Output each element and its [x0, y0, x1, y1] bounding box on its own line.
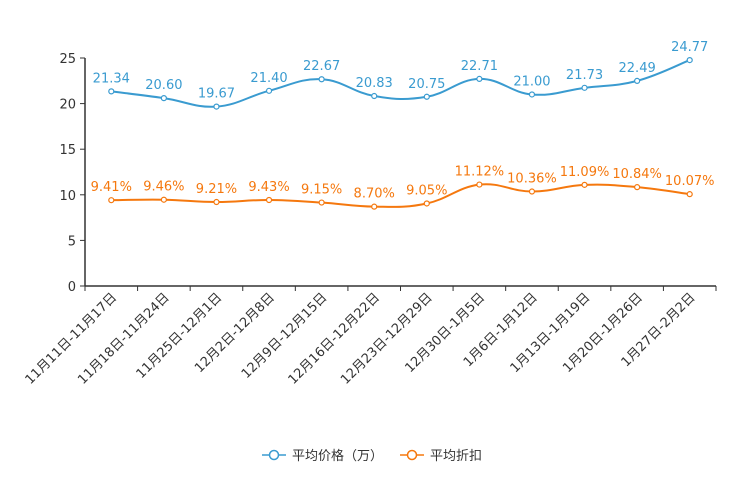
data-point[interactable]: [581, 181, 588, 188]
data-label: 21.73: [566, 68, 603, 83]
data-label: 11.09%: [560, 165, 610, 180]
data-point[interactable]: [318, 199, 325, 206]
x-tick-label: 12月23日-12月29日: [338, 290, 435, 387]
series-1: 9.41% 9.46% 9.21% 9.43% 9.15% 8.70% 9.05% 11.12…: [91, 165, 715, 210]
data-label: 9.21%: [196, 182, 237, 197]
data-label: 21.40: [250, 71, 287, 86]
data-point[interactable]: [634, 77, 641, 84]
x-axis: 11月11日-11月17日11月18日-11月24日11月25日-12月1日12…: [23, 285, 717, 388]
data-point[interactable]: [581, 84, 588, 91]
data-label: 19.67: [198, 87, 235, 102]
data-point[interactable]: [160, 95, 167, 102]
legend-item-1[interactable]: 平均折扣: [400, 449, 482, 464]
data-label: 9.15%: [301, 183, 342, 198]
data-point[interactable]: [476, 181, 483, 188]
data-point[interactable]: [371, 92, 378, 100]
data-label: 20.75: [408, 77, 445, 92]
x-tick-label: 11月11日-11月17日: [23, 290, 120, 387]
y-tick-label: 25: [59, 52, 76, 67]
data-label: 10.36%: [507, 172, 557, 187]
data-label: 9.41%: [91, 180, 132, 195]
data-point[interactable]: [423, 93, 430, 100]
data-point[interactable]: [318, 76, 325, 83]
y-tick-label: 20: [59, 98, 76, 113]
data-label: 24.77: [671, 40, 708, 55]
data-point[interactable]: [213, 103, 220, 110]
data-point[interactable]: [108, 197, 115, 204]
series-line: [111, 183, 690, 208]
data-label: 21.00: [513, 74, 550, 89]
legend-label: 平均价格（万）: [292, 448, 383, 464]
data-label: 22.71: [461, 59, 498, 74]
legend[interactable]: 平均价格（万） 平均折扣: [262, 448, 482, 464]
data-label: 21.34: [93, 71, 130, 86]
data-point[interactable]: [265, 196, 273, 204]
data-point[interactable]: [686, 191, 693, 198]
data-label: 9.43%: [248, 180, 289, 195]
data-point[interactable]: [476, 75, 483, 82]
data-point[interactable]: [423, 200, 430, 207]
data-point[interactable]: [686, 56, 693, 64]
data-label: 8.70%: [354, 187, 395, 202]
y-tick-label: 5: [68, 234, 76, 249]
series-layer: 21.34 20.60 19.67 21.40 22.67 20.83 20.75 22.71…: [91, 40, 715, 210]
data-point[interactable]: [160, 196, 167, 203]
data-label: 10.84%: [612, 167, 662, 182]
data-label: 9.46%: [143, 180, 184, 195]
data-point[interactable]: [528, 91, 536, 98]
legend-label: 平均折扣: [430, 449, 482, 464]
x-tick-label: 11月18日-11月24日: [75, 290, 172, 387]
data-point[interactable]: [371, 203, 378, 210]
series-0: 21.34 20.60 19.67 21.40 22.67 20.83 20.75 22.71…: [93, 40, 708, 110]
data-label: 20.83: [356, 76, 393, 91]
legend-item-0[interactable]: 平均价格（万）: [262, 448, 383, 464]
data-label: 9.05%: [406, 183, 447, 198]
x-tick-label: 12月16日-12月22日: [286, 290, 383, 387]
data-label: 10.07%: [665, 174, 715, 189]
y-tick-label: 15: [59, 143, 76, 158]
data-point[interactable]: [634, 184, 641, 191]
data-label: 11.12%: [455, 165, 505, 180]
y-tick-label: 10: [59, 189, 76, 204]
data-label: 20.60: [145, 78, 182, 93]
y-tick-label: 0: [68, 280, 76, 295]
legend-swatch-marker: [406, 449, 418, 461]
data-point[interactable]: [108, 88, 115, 95]
legend-swatch-marker: [268, 449, 280, 461]
data-point[interactable]: [265, 87, 273, 94]
series-line: [111, 59, 691, 108]
y-axis: 0 5 10 15 20 25: [59, 52, 86, 295]
data-label: 22.49: [619, 61, 656, 76]
data-label: 22.67: [303, 59, 340, 74]
data-point[interactable]: [528, 188, 536, 195]
data-point[interactable]: [213, 198, 220, 206]
